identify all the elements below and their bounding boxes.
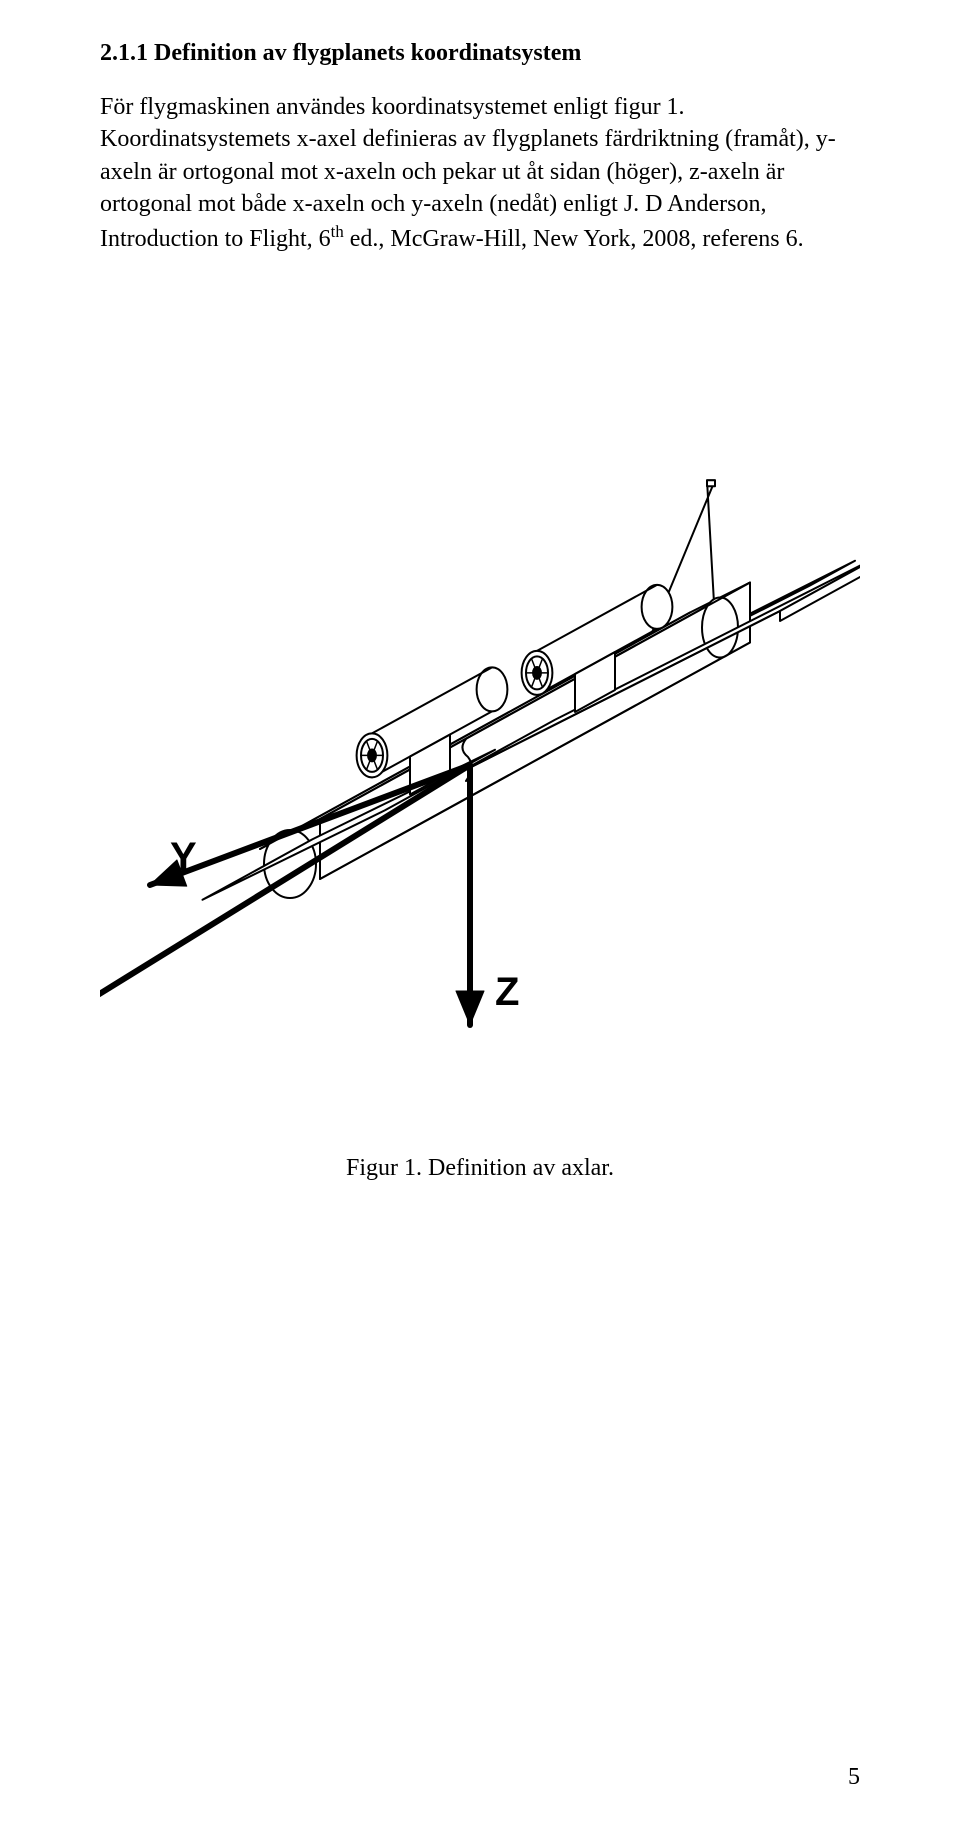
paragraph: För flygmaskinen användes koordinatsyste… bbox=[100, 91, 860, 255]
coordinate-system-diagram: XYZ bbox=[100, 335, 860, 1095]
svg-text:Y: Y bbox=[170, 835, 197, 879]
page: 2.1.1 Definition av flygplanets koordina… bbox=[0, 0, 960, 1821]
section-heading: 2.1.1 Definition av flygplanets koordina… bbox=[100, 40, 860, 67]
figure-caption: Figur 1. Definition av axlar. bbox=[100, 1155, 860, 1182]
svg-text:Z: Z bbox=[495, 970, 519, 1014]
paragraph-sup: th bbox=[331, 222, 344, 241]
page-number: 5 bbox=[848, 1764, 860, 1791]
figure: XYZ Figur 1. Definition av axlar. bbox=[100, 335, 860, 1182]
paragraph-text-2: ed., McGraw-Hill, New York, 2008, refere… bbox=[344, 226, 804, 252]
